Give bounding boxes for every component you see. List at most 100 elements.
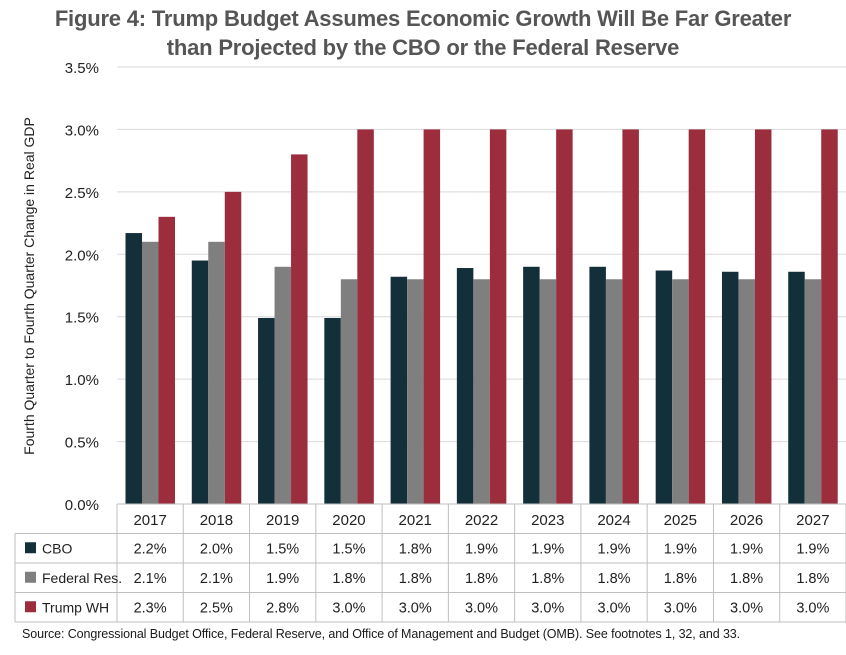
bar-cbo-2022 [456, 268, 474, 504]
data-label: 3.0% [399, 600, 432, 616]
source-note: Source: Congressional Budget Office, Fed… [22, 627, 741, 641]
y-tick-label: 2.0% [65, 247, 99, 264]
data-label: 2.5% [200, 600, 233, 616]
data-label: 3.0% [465, 600, 498, 616]
bar-trump-wh-2018 [224, 191, 242, 504]
x-tick-label: 2021 [399, 512, 432, 529]
bar-cbo-2019 [258, 317, 275, 504]
data-label: 1.9% [598, 541, 631, 557]
legend-label: Trump WH [42, 599, 109, 615]
bar-trump-wh-2027 [821, 129, 838, 504]
data-label: 2.2% [134, 541, 167, 557]
data-label: 1.5% [266, 541, 299, 557]
data-label: 1.5% [332, 541, 365, 557]
x-tick-label: 2025 [664, 512, 697, 529]
bar-federal-res-2018 [208, 241, 225, 505]
data-label: 3.0% [796, 600, 829, 616]
data-label: 3.0% [664, 600, 697, 616]
data-label: 1.8% [465, 571, 498, 587]
legend-swatch [25, 542, 36, 554]
bar-cbo-2020 [324, 317, 341, 504]
bar-chart: 2017 2018 2019 2020 2021 2022 2023 2024 2025 2026… [14, 60, 846, 623]
data-label: 2.8% [266, 600, 299, 616]
legend-label: Federal Res. [42, 570, 122, 586]
data-label: 3.0% [598, 600, 631, 616]
x-tick-label: 2026 [730, 512, 763, 529]
legend-label: CBO [42, 540, 72, 556]
bar-cbo-2024 [589, 266, 606, 504]
bar-federal-res-2027 [804, 279, 822, 504]
x-tick-label: 2023 [531, 512, 564, 529]
x-tick-label: 2018 [200, 512, 233, 529]
data-label: 1.8% [531, 571, 564, 587]
bar-federal-res-2021 [407, 279, 424, 504]
bar-cbo-2025 [655, 270, 673, 504]
data-label: 1.8% [598, 571, 631, 587]
bar-trump-wh-2021 [423, 129, 441, 504]
data-label: 2.3% [134, 600, 167, 616]
bar-federal-res-2025 [672, 279, 689, 504]
data-label: 1.8% [730, 571, 763, 587]
bar-trump-wh-2026 [754, 129, 772, 504]
bar-cbo-2026 [721, 271, 739, 504]
x-tick-label: 2019 [266, 512, 299, 529]
data-label: 3.0% [332, 600, 365, 616]
bar-federal-res-2020 [340, 279, 358, 504]
data-table: 2017 2018 2019 2020 2021 2022 2023 2024 2025 2026… [14, 503, 846, 623]
bar-cbo-2023 [523, 266, 540, 504]
x-tick-label: 2027 [796, 512, 829, 529]
data-label: 1.8% [332, 571, 365, 587]
legend-swatch [25, 601, 36, 613]
bar-trump-wh-2025 [688, 129, 706, 504]
y-tick-label: 0.5% [65, 435, 99, 452]
y-tick-label: 3.0% [65, 122, 99, 139]
legend-swatch [25, 571, 36, 583]
data-label: 1.9% [664, 541, 697, 557]
bar-trump-wh-2019 [291, 154, 308, 504]
bars-layer [125, 129, 838, 505]
data-label: 1.9% [730, 541, 763, 557]
x-tick-label: 2020 [332, 512, 365, 529]
data-label: 1.9% [465, 541, 498, 557]
bar-federal-res-2023 [539, 279, 557, 504]
x-tick-label: 2017 [133, 512, 166, 529]
data-label: 1.9% [266, 571, 299, 587]
bar-federal-res-2022 [473, 279, 490, 504]
axis-layer: 0.0% 0.5% 1.0% 1.5% 2.0% 2.5% 3.0% 3.5% Fourth Q… [21, 60, 99, 514]
bar-trump-wh-2022 [489, 129, 507, 504]
data-label: 1.8% [796, 571, 829, 587]
bar-federal-res-2026 [738, 279, 755, 504]
y-tick-label: 2.5% [65, 185, 99, 202]
chart-title: Figure 4: Trump Budget Assumes Economic … [0, 4, 846, 62]
bar-trump-wh-2017 [158, 216, 175, 505]
chart-title-line-1: Figure 4: Trump Budget Assumes Economic … [54, 6, 792, 31]
data-label: 1.9% [531, 541, 564, 557]
bar-federal-res-2017 [142, 241, 159, 505]
data-label: 3.0% [730, 600, 763, 616]
y-axis-label: Fourth Quarter to Fourth Quarter Change … [21, 117, 37, 455]
y-tick-label: 3.5% [65, 60, 99, 77]
chart-title-line-2: than Projected by the CBO or the Federal… [166, 35, 680, 60]
data-label: 1.8% [399, 571, 432, 587]
x-tick-label: 2022 [465, 512, 498, 529]
x-tick-label: 2024 [597, 512, 630, 529]
bar-federal-res-2024 [605, 279, 623, 504]
data-label: 1.9% [796, 541, 829, 557]
bar-cbo-2017 [125, 233, 142, 504]
bar-trump-wh-2023 [556, 129, 573, 504]
data-label: 1.8% [399, 541, 432, 557]
bar-trump-wh-2020 [357, 129, 374, 504]
bar-federal-res-2019 [274, 266, 292, 504]
bar-trump-wh-2024 [622, 129, 639, 504]
data-label: 3.0% [531, 600, 564, 616]
y-tick-label: 0.0% [65, 497, 99, 514]
y-tick-label: 1.0% [65, 372, 99, 389]
data-label: 1.8% [664, 571, 697, 587]
bar-cbo-2027 [788, 271, 805, 504]
data-label: 2.0% [200, 541, 233, 557]
data-label: 2.1% [200, 571, 233, 587]
bar-cbo-2018 [191, 260, 209, 504]
bar-cbo-2021 [390, 276, 408, 504]
y-tick-label: 1.5% [65, 310, 99, 327]
data-label: 2.1% [134, 571, 167, 587]
